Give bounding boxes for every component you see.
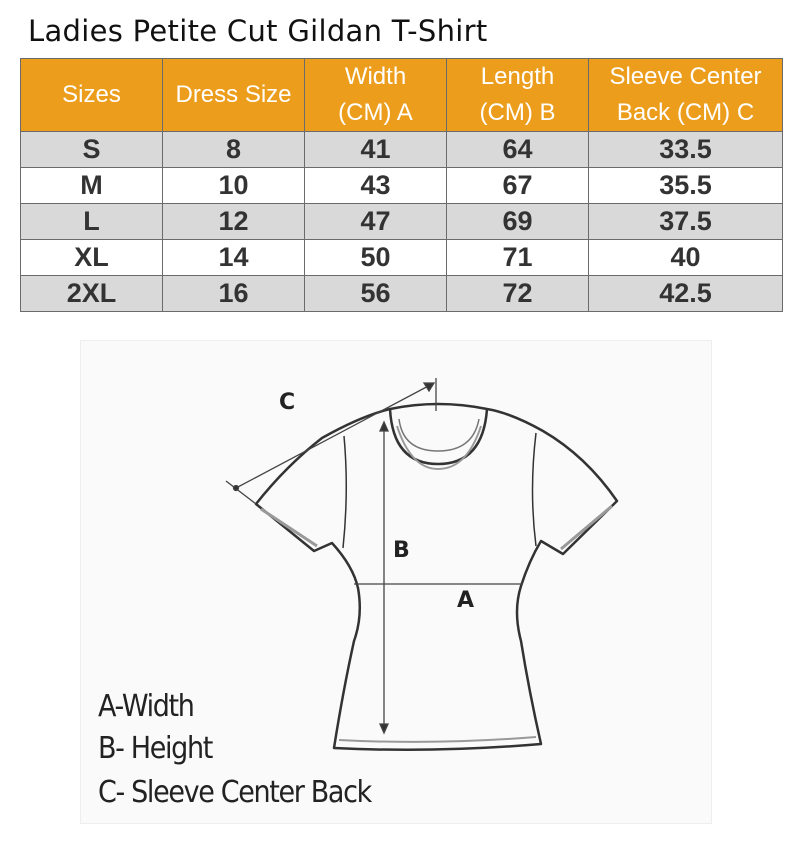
label-a: A — [457, 588, 474, 613]
header-text: Sleeve Center — [609, 63, 762, 90]
chart-title: Ladies Petite Cut Gildan T-Shirt — [28, 14, 488, 48]
table-cell: 72 — [446, 275, 589, 312]
table-cell: 42.5 — [588, 275, 783, 312]
header-length: Length (CM) B — [446, 58, 589, 132]
table-cell: 35.5 — [588, 167, 783, 204]
table-row: M 10 43 67 35.5 — [20, 167, 783, 204]
table-cell: 12 — [162, 203, 305, 240]
header-text: Width — [344, 63, 407, 90]
table-cell: L — [20, 203, 163, 240]
tshirt-illustration: C B A — [225, 378, 619, 752]
table-cell: 71 — [446, 239, 589, 276]
tshirt-measurement-diagram: C B A A-Width B- Height C- Sleeve Center… — [80, 340, 712, 824]
table-cell: 69 — [446, 203, 589, 240]
header-text: Sizes — [62, 81, 121, 108]
table-header-row: Sizes Dress Size Width (CM) A Length (CM) … — [20, 58, 783, 132]
legend-width: A-Width — [98, 689, 195, 724]
table-row: S 8 41 64 33.5 — [20, 131, 783, 168]
table-row: XL 14 50 71 40 — [20, 239, 783, 276]
table-cell: 10 — [162, 167, 305, 204]
table-cell: 37.5 — [588, 203, 783, 240]
table-cell: 2XL — [20, 275, 163, 312]
legend-sleeve: C- Sleeve Center Back — [98, 775, 372, 810]
table-cell: 14 — [162, 239, 305, 276]
table-cell: 33.5 — [588, 131, 783, 168]
header-text: Length — [480, 63, 555, 90]
table-row: 2XL 16 56 72 42.5 — [20, 275, 783, 312]
label-c: C — [279, 390, 295, 415]
table-cell: M — [20, 167, 163, 204]
table-cell: 43 — [304, 167, 447, 204]
table-cell: 47 — [304, 203, 447, 240]
table-cell: 41 — [304, 131, 447, 168]
size-table: Sizes Dress Size Width (CM) A Length (CM) … — [20, 58, 783, 312]
header-sleeve: Sleeve Center Back (CM) C — [588, 58, 783, 132]
table-cell: 50 — [304, 239, 447, 276]
table-cell: 16 — [162, 275, 305, 312]
header-text: (CM) A — [338, 99, 413, 126]
header-dress-size: Dress Size — [162, 58, 305, 132]
tshirt-outline — [254, 402, 619, 752]
table-cell: 40 — [588, 239, 783, 276]
table-cell: S — [20, 131, 163, 168]
collar — [388, 408, 489, 466]
header-width: Width (CM) A — [304, 58, 447, 132]
label-b: B — [393, 538, 410, 563]
measure-c-line — [235, 382, 435, 489]
table-row: L 12 47 69 37.5 — [20, 203, 783, 240]
table-cell: 56 — [304, 275, 447, 312]
table-cell: 67 — [446, 167, 589, 204]
table-cell: XL — [20, 239, 163, 276]
header-text: Back (CM) C — [616, 99, 755, 126]
table-cell: 64 — [446, 131, 589, 168]
header-sizes: Sizes — [20, 58, 163, 132]
header-text: Dress Size — [175, 81, 292, 108]
legend-height: B- Height — [98, 731, 213, 766]
table-cell: 8 — [162, 131, 305, 168]
header-text: (CM) B — [479, 99, 556, 126]
